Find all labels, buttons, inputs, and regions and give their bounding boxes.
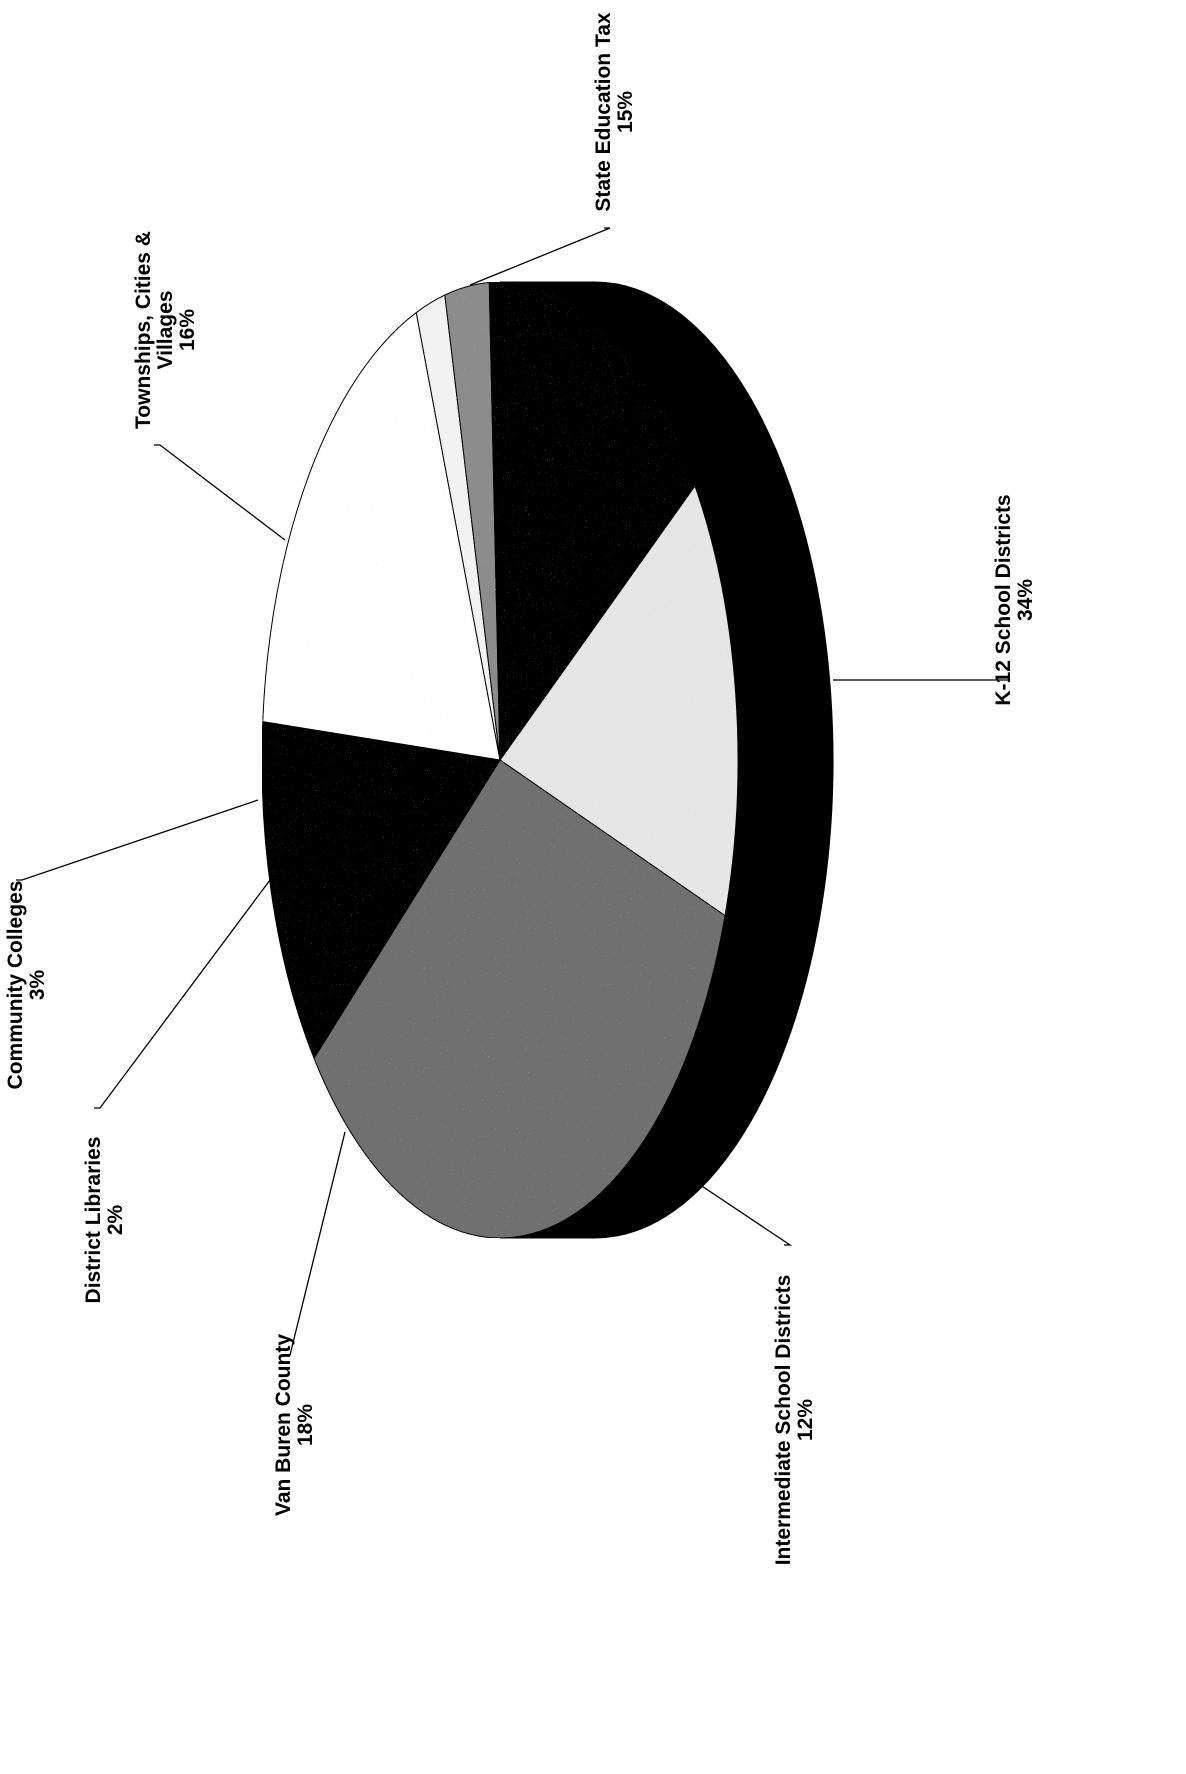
leader-townships-cities-villages	[154, 444, 286, 541]
slice-label: Townships, Cities &Villages16%	[132, 231, 199, 429]
label-group-intermediate-school-districts: Intermediate School Districts12%	[772, 1275, 817, 1566]
slice-label: K-12 School Districts34%	[992, 494, 1037, 705]
slice-value-label: 15%	[614, 91, 637, 133]
slice-labels: State Education Tax15% K-12 School Distri…	[4, 12, 1037, 1565]
slice-label: State Education Tax15%	[592, 12, 637, 211]
leader-van-buren-county	[284, 1131, 346, 1356]
label-group-community-colleges: Community Colleges3%	[4, 881, 49, 1090]
slice-value-label: 16%	[176, 309, 199, 351]
slice-k-12-school-districts	[313, 759, 726, 1239]
leader-lines	[16, 227, 1010, 1356]
leader-community-colleges	[16, 799, 259, 881]
leader-intermediate-school-districts	[659, 1157, 793, 1246]
slice-label: Intermediate School Districts12%	[772, 1275, 817, 1566]
slice-value-label: 2%	[104, 1205, 127, 1236]
slice-label: District Libraries2%	[82, 1137, 127, 1304]
label-group-townships-cities-villages: Townships, Cities &Villages16%	[132, 231, 199, 429]
slice-value-label: 18%	[294, 1404, 317, 1446]
leader-district-libraries	[94, 879, 271, 1109]
label-group-k-12-school-districts: K-12 School Districts34%	[992, 494, 1037, 705]
label-group-state-education-tax: State Education Tax15%	[592, 12, 637, 211]
label-group-van-buren-county: Van Buren County18%	[272, 1334, 317, 1516]
slice-label: Van Buren County18%	[272, 1334, 317, 1516]
slice-value-label: 3%	[26, 970, 49, 1001]
slice-label: Community Colleges3%	[4, 881, 49, 1090]
slice-van-buren-county	[262, 311, 501, 761]
pie-body	[261, 281, 834, 1239]
slice-intermediate-school-districts	[261, 721, 501, 1060]
slice-state-education-tax	[499, 484, 739, 917]
label-group-district-libraries: District Libraries2%	[82, 1137, 127, 1304]
slice-value-label: 12%	[794, 1399, 817, 1441]
leader-state-education-tax	[469, 227, 611, 286]
slice-townships-cities-villages	[488, 281, 696, 762]
slice-value-label: 34%	[1014, 579, 1037, 621]
